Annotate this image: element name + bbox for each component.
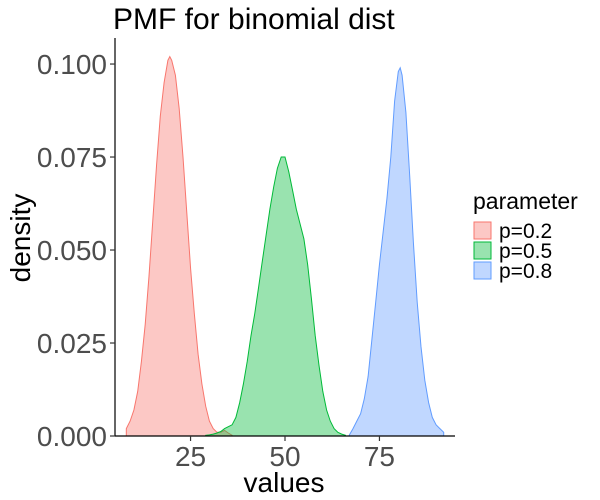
legend-swatch [473,261,492,280]
legend-title: parameter [473,188,578,214]
density-area-series-1 [125,55,233,437]
x-tick-label: 25 [175,441,206,472]
legend-label: p=0.8 [499,260,552,283]
chart-title: PMF for binomial dist [113,3,395,36]
y-axis-label: density [5,194,36,283]
y-tick-label: 0.050 [37,235,107,266]
legend: parameter p=0.2p=0.5p=0.8 [473,188,578,283]
legend-label: p=0.2 [499,220,552,243]
legend-swatch [473,221,492,240]
y-tick-label: 0.100 [37,49,107,80]
density-area-series-3 [348,66,445,437]
plot-area [125,55,445,437]
y-tick-label: 0.025 [37,328,107,359]
legend-swatch [473,241,492,260]
density-area-series-2 [205,156,346,437]
x-tick-label: 50 [269,441,300,472]
legend-label: p=0.5 [499,240,552,263]
x-tick-label: 75 [364,441,395,472]
axes: 0.000 0.025 0.050 0.075 0.100 25 50 75 [37,38,455,472]
x-axis-label: values [244,467,325,498]
y-tick-label: 0.075 [37,142,107,173]
y-tick-label: 0.000 [37,421,107,452]
